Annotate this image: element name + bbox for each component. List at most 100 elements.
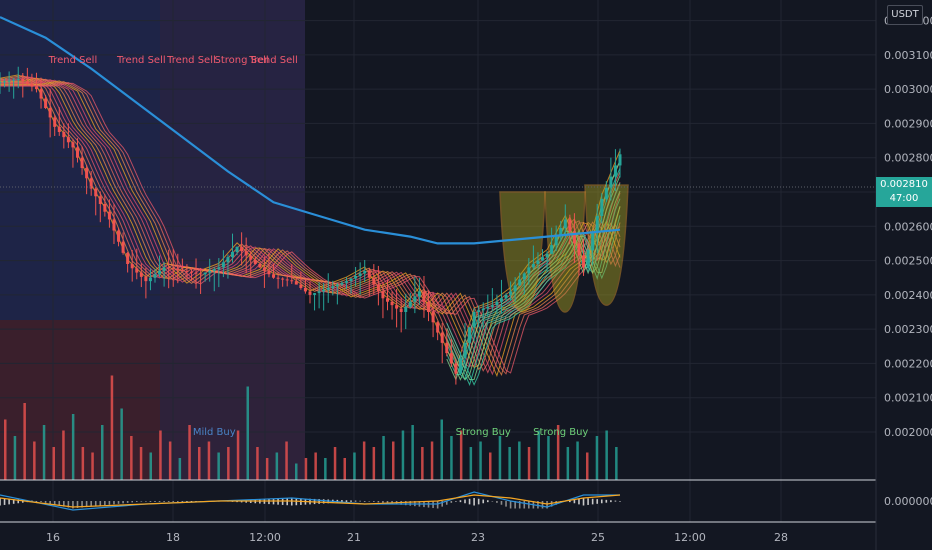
volume-bar bbox=[440, 419, 443, 480]
candle-body bbox=[25, 81, 29, 84]
volume-bar bbox=[615, 447, 618, 480]
volume-bar bbox=[23, 403, 26, 480]
volume-bar bbox=[265, 458, 269, 480]
candle-body bbox=[550, 245, 554, 254]
volume-bar bbox=[508, 447, 511, 480]
candle-body bbox=[408, 301, 412, 307]
ribbon-line bbox=[0, 80, 621, 378]
candle-body bbox=[417, 291, 421, 297]
candle-body bbox=[185, 270, 189, 272]
osc-histogram-bar bbox=[341, 500, 343, 503]
signal-label: Strong Buy bbox=[533, 427, 588, 438]
signal-label: Trend Sell bbox=[48, 55, 98, 66]
candle-body bbox=[386, 298, 389, 302]
volume-bar bbox=[333, 447, 337, 480]
cup-shape bbox=[544, 191, 586, 313]
candle-body bbox=[98, 196, 102, 204]
candle-body bbox=[399, 308, 403, 312]
candle-body bbox=[240, 246, 244, 252]
osc-histogram-bar bbox=[190, 501, 193, 502]
volume-bar bbox=[256, 447, 259, 480]
osc-histogram-bar bbox=[131, 501, 134, 503]
osc-histogram-bar bbox=[404, 501, 407, 506]
osc-histogram-bar bbox=[277, 498, 279, 505]
time-axis[interactable]: 16 18 12:00 21 23 25 12:00 28 bbox=[46, 531, 788, 544]
candle-body bbox=[12, 79, 16, 81]
candle-body bbox=[481, 308, 485, 311]
volume-bar bbox=[411, 425, 414, 480]
candle-body bbox=[253, 259, 257, 264]
osc-histogram-bar bbox=[145, 501, 147, 502]
candle-body bbox=[495, 301, 499, 306]
candle-body bbox=[436, 322, 440, 333]
candle-body bbox=[294, 281, 298, 285]
price-tick-label: 0.002000 bbox=[884, 426, 932, 439]
candle-body bbox=[344, 281, 348, 283]
osc-histogram-bar bbox=[359, 500, 361, 502]
osc-histogram-bar bbox=[468, 498, 471, 505]
osc-histogram-bar bbox=[514, 501, 516, 509]
osc-histogram-bar bbox=[167, 501, 170, 502]
candle-body bbox=[272, 274, 276, 278]
candle-body bbox=[148, 277, 152, 282]
candle-body bbox=[395, 305, 399, 309]
candle-body bbox=[509, 291, 513, 295]
candle-body bbox=[618, 154, 622, 166]
osc-histogram-bar bbox=[99, 501, 102, 506]
price-axis[interactable]: 0.0032000.0031000.0030000.0029000.002800… bbox=[884, 15, 932, 508]
osc-histogram-bar bbox=[368, 501, 371, 502]
osc-histogram-bar bbox=[573, 499, 576, 504]
candle-body bbox=[413, 296, 417, 302]
volume-bar bbox=[353, 452, 356, 480]
volume-bar bbox=[178, 458, 182, 480]
candle-body bbox=[449, 353, 453, 364]
osc-histogram-bar bbox=[518, 501, 521, 509]
osc-histogram-bar bbox=[541, 501, 544, 509]
time-tick-label: 12:00 bbox=[674, 531, 706, 544]
osc-histogram-bar bbox=[58, 501, 61, 506]
candle-body bbox=[326, 288, 330, 290]
osc-histogram-bar bbox=[126, 501, 129, 503]
osc-histogram-bar bbox=[436, 501, 439, 509]
osc-histogram-bar bbox=[186, 501, 188, 502]
candle-body bbox=[30, 84, 34, 87]
currency-selector[interactable]: USDT bbox=[887, 5, 923, 25]
osc-histogram-bar bbox=[578, 498, 580, 505]
osc-histogram-bar bbox=[94, 501, 97, 507]
osc-histogram-bar bbox=[473, 498, 475, 506]
price-tick-label: 0.002400 bbox=[884, 289, 932, 302]
candle-body bbox=[144, 276, 148, 282]
candle-body bbox=[440, 332, 444, 343]
osc-histogram-bar bbox=[345, 500, 348, 503]
osc-histogram-bar bbox=[523, 501, 526, 509]
candle-body bbox=[34, 86, 38, 90]
osc-histogram-bar bbox=[596, 499, 599, 504]
last-price-tag: 0.002810 47:00 bbox=[876, 177, 932, 207]
osc-histogram-bar bbox=[3, 498, 6, 505]
osc-histogram-bar bbox=[318, 499, 320, 504]
osc-histogram-bar bbox=[500, 501, 503, 505]
osc-histogram-bar bbox=[8, 498, 10, 505]
osc-histogram-bar bbox=[122, 501, 124, 504]
candle-body bbox=[76, 147, 79, 158]
ribbon-line bbox=[0, 82, 621, 374]
volume-bar bbox=[207, 441, 211, 480]
candle-body bbox=[85, 168, 89, 179]
candle-body bbox=[527, 267, 531, 274]
ma-ribbon bbox=[0, 74, 621, 387]
osc-histogram-bar bbox=[569, 500, 571, 503]
ribbon-line-bull bbox=[446, 183, 621, 381]
osc-histogram-bar bbox=[537, 501, 539, 509]
osc-histogram-bar bbox=[85, 501, 88, 508]
candle-body bbox=[349, 278, 353, 282]
candle-body bbox=[531, 264, 535, 268]
candle-body bbox=[130, 264, 134, 269]
candle-body bbox=[0, 82, 2, 84]
osc-histogram-bar bbox=[49, 501, 51, 504]
signal-label: Strong Sell bbox=[215, 55, 269, 66]
candle-body bbox=[586, 250, 590, 268]
volume-bar bbox=[314, 452, 317, 480]
volume-bar bbox=[392, 441, 395, 480]
